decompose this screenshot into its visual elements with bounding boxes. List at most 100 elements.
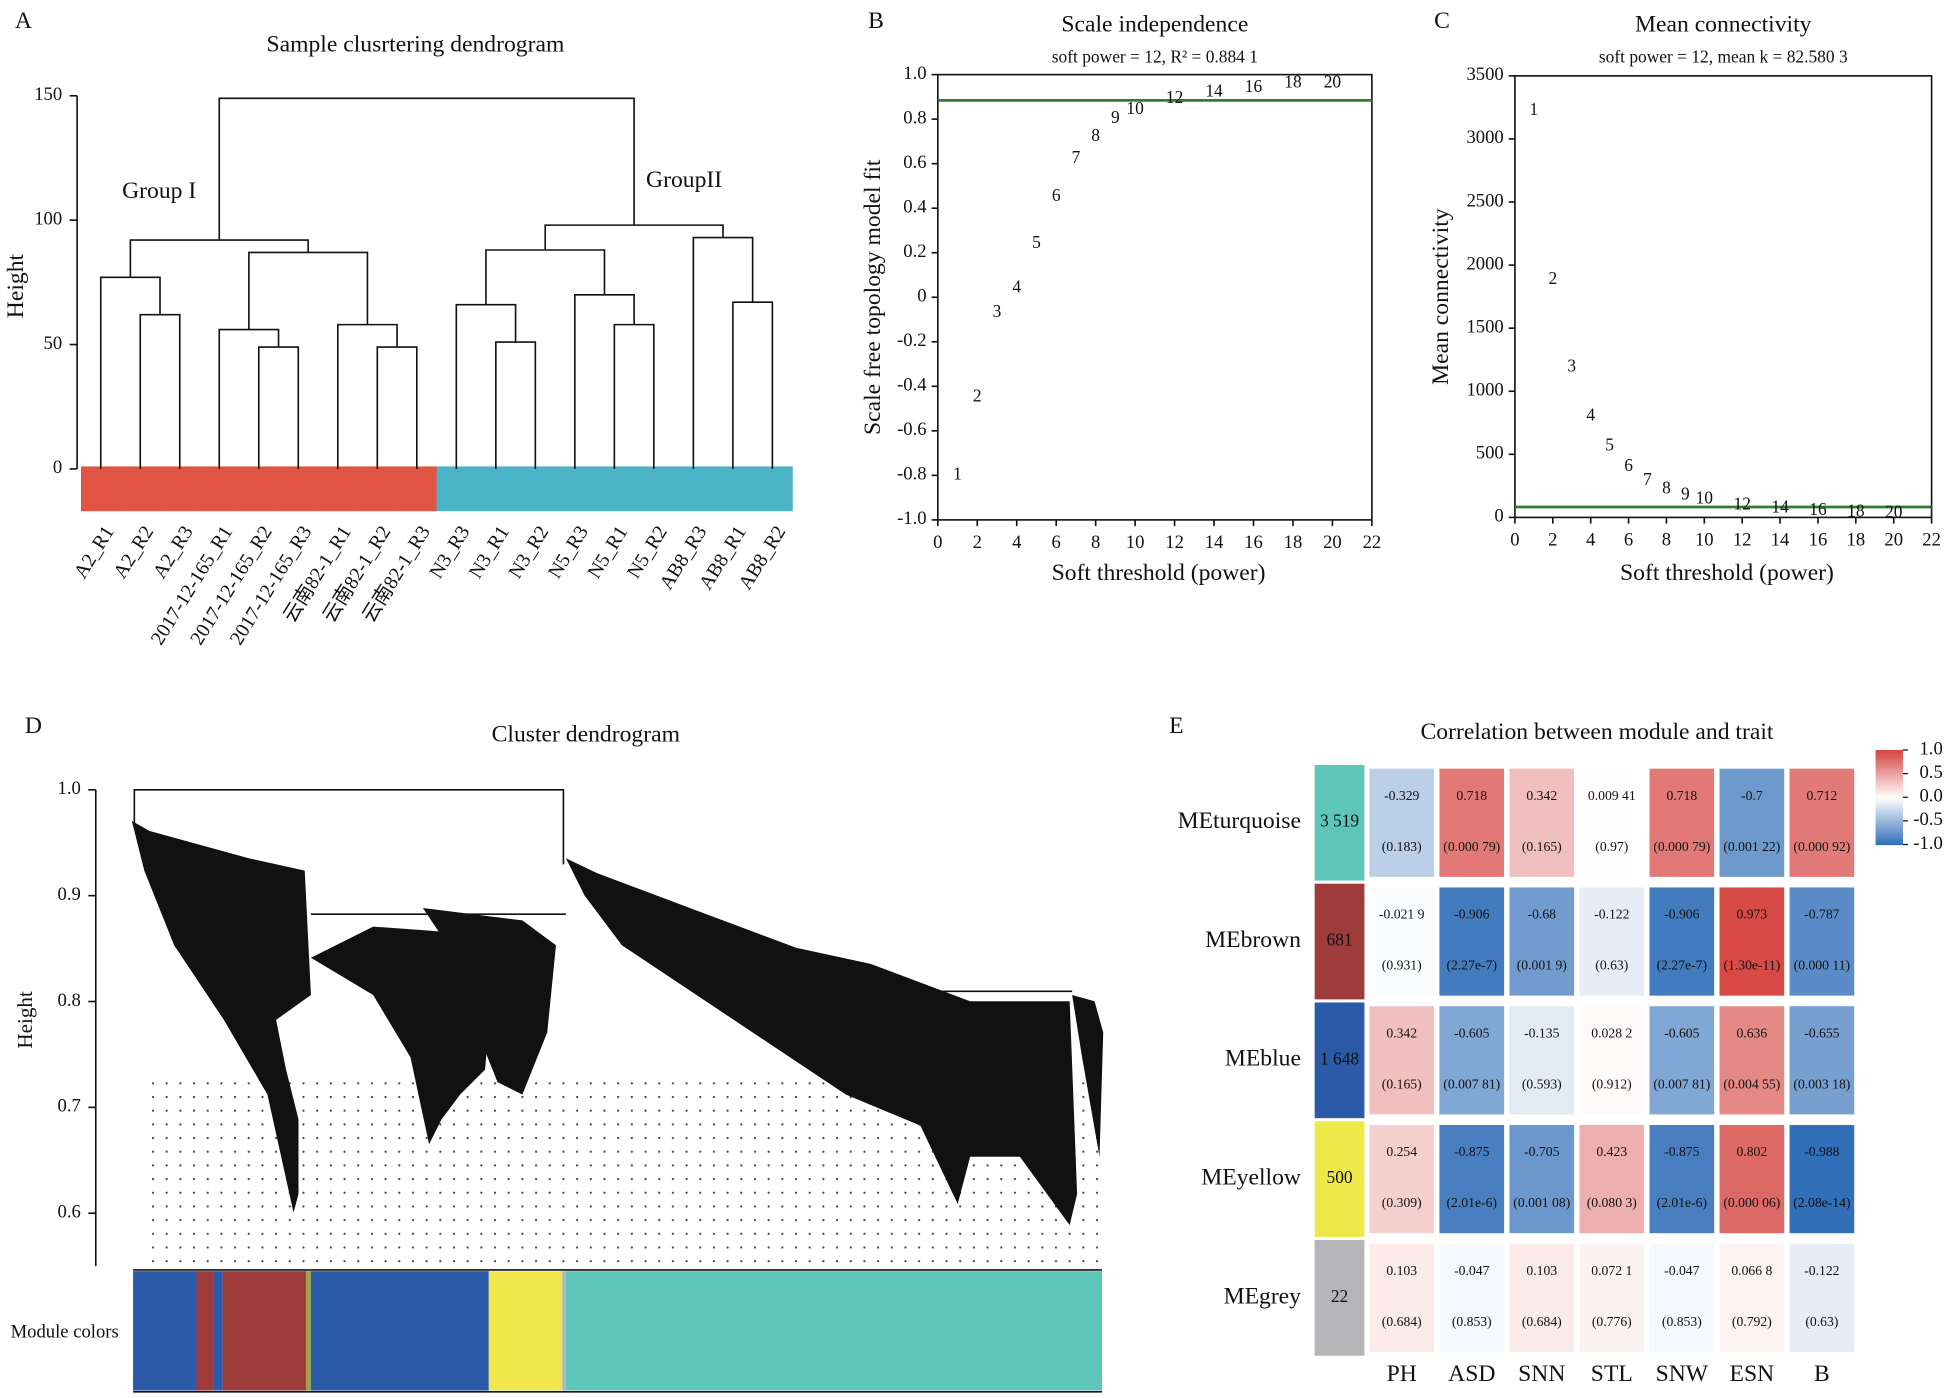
x-tick-label: 16 [1809,529,1828,550]
cell-p-value: (2.27e-7) [1447,958,1498,974]
y-tick-label: -0.4 [897,375,927,396]
cell-value: -0.605 [1664,1025,1699,1040]
cell-value: -0.047 [1664,1263,1699,1278]
point-label: 6 [1052,185,1061,205]
colorbar-step [1875,830,1903,834]
x-tick-label: 20 [1323,532,1342,553]
plot-frame [1514,75,1933,519]
heatmap-cell [1439,1243,1505,1352]
column-label: B [1814,1361,1830,1387]
colorbar-step [1875,768,1903,772]
panel-label: D [25,713,42,739]
group-bar [436,466,477,512]
module-swatch [1314,883,1365,1000]
group-bar [752,466,793,512]
x-axis-label: Soft threshold (power) [1052,560,1266,586]
point-label: 3 [1567,355,1576,375]
cell-value: -0.906 [1454,907,1489,922]
column-label: SNN [1518,1361,1565,1387]
heatmap-cell [1509,1243,1575,1352]
cell-value: -0.68 [1528,907,1557,922]
colorbar-step [1875,835,1903,839]
cell-p-value: (0.007 81) [1443,1076,1500,1092]
y-tick-label: 0.8 [58,990,81,1011]
group-bar [555,466,596,512]
x-tick-label: 16 [1244,532,1263,553]
y-axis-label: Mean connectivity [1428,208,1454,385]
column-label: STL [1591,1361,1633,1387]
x-tick-label: 18 [1284,532,1303,553]
heatmap-cell [1439,1124,1505,1234]
dendrogram-link [248,251,369,330]
chart-subtitle: soft power = 12, R² = 0.884 1 [1052,46,1258,66]
cell-value: 0.072 1 [1591,1263,1632,1278]
colorbar-step [1875,839,1903,843]
dendrogram-link [257,346,300,469]
colorbar-step [1875,780,1903,784]
y-tick-label: -0.2 [897,330,927,351]
cell-value: -0.906 [1664,907,1699,922]
y-tick-label: 0 [917,286,926,307]
cell-value: 0.066 8 [1731,1263,1772,1278]
group-bar [476,466,517,512]
column-label: SNW [1656,1361,1709,1387]
point-label: 4 [1586,404,1595,424]
colorbar-tick-label: 0.0 [1919,786,1942,807]
y-tick-label: 0.9 [58,884,81,905]
cell-value: -0.122 [1594,907,1629,922]
group-bar [515,466,556,512]
heatmap-cell [1649,887,1715,996]
colorbar-step [1875,823,1903,827]
module-size: 681 [1326,930,1352,950]
colorbar-step [1875,811,1903,815]
group-bar [357,466,398,512]
point-label: 1 [1530,99,1539,119]
heatmap-cell [1789,1243,1855,1352]
colorbar-step [1875,752,1903,756]
heatmap-cell [1509,768,1575,877]
x-axis-label: Soft threshold (power) [1620,560,1834,586]
y-tick-label: -0.8 [897,464,927,485]
cell-value: 0.802 [1736,1144,1767,1159]
colorbar-step [1875,809,1903,813]
group-bar [673,466,714,512]
colorbar-step [1875,773,1903,777]
x-tick-label: 20 [1884,529,1903,550]
dendrogram-link [732,301,774,469]
y-tick-label: 0.7 [58,1096,81,1117]
module-size: 500 [1326,1167,1352,1187]
dendrogram-link [129,239,309,278]
cell-p-value: (0.97) [1595,839,1628,855]
cell-value: -0.705 [1524,1144,1559,1159]
cell-value: -0.021 9 [1379,907,1425,922]
cell-p-value: (0.792) [1732,1314,1772,1330]
colorbar-tick-label: -0.5 [1913,809,1943,830]
heatmap-cell [1439,887,1505,996]
colorbar-step [1875,832,1903,836]
cell-value: 0.103 [1386,1263,1417,1278]
cell-p-value: (0.684) [1382,1314,1422,1330]
module-colors-label: Module colors [11,1322,119,1343]
cell-value: 0.718 [1456,788,1487,803]
x-tick-label: 2 [1548,529,1557,550]
colorbar-step [1875,818,1903,822]
row-label: MEturquoise [1178,808,1301,834]
heatmap-cell [1649,768,1715,877]
colorbar-step [1875,785,1903,789]
cell-value: 0.254 [1386,1144,1417,1159]
cell-p-value: (0.001 08) [1513,1195,1570,1211]
cell-p-value: (2.08e-14) [1793,1195,1850,1211]
x-tick-label: 22 [1363,532,1382,553]
heatmap-cell [1789,1006,1855,1115]
y-tick-label: -1.0 [897,508,927,529]
x-tick-label: 4 [1586,529,1596,550]
y-axis-label: Height [13,991,37,1049]
colorbar-step [1875,806,1903,810]
x-tick-label: 18 [1847,529,1866,550]
chart-title: Correlation between module and trait [1421,719,1774,745]
cell-value: 0.009 41 [1588,788,1636,803]
y-tick-label: 1500 [1466,316,1503,337]
heatmap-cell [1719,1124,1785,1234]
cell-value: 0.423 [1596,1144,1627,1159]
colorbar-step [1875,794,1903,798]
